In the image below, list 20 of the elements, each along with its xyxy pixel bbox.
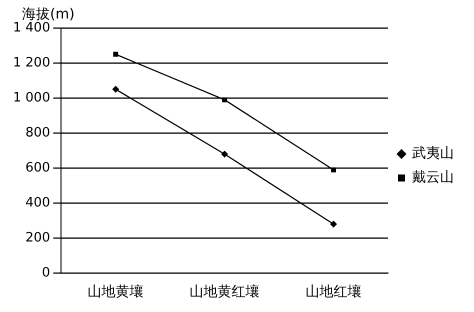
- point: [331, 167, 336, 172]
- legend-label: 戴云山: [412, 170, 454, 186]
- y-axis-title: 海拔(m): [22, 6, 75, 23]
- x-tick-label: 山地红壤: [306, 284, 362, 300]
- point: [221, 150, 228, 158]
- y-tick-label: 200: [25, 230, 50, 246]
- y-tick-label: 600: [25, 160, 50, 176]
- y-tick-label: 1 400: [13, 20, 50, 36]
- x-tick-label: 山地黄红壤: [190, 284, 260, 300]
- y-tick-label: 0: [42, 266, 50, 281]
- y-tick-label: 400: [25, 196, 50, 211]
- y-tick-label: 800: [25, 125, 50, 140]
- point: [330, 220, 338, 228]
- legend-label: 武夷山: [412, 146, 454, 162]
- point: [112, 86, 120, 93]
- y-tick-label: 1 200: [13, 55, 50, 70]
- point: [222, 97, 228, 102]
- y-tick-label: 1 000: [13, 90, 50, 106]
- point: [113, 52, 118, 57]
- x-tick-label: 山地黄壤: [88, 284, 144, 300]
